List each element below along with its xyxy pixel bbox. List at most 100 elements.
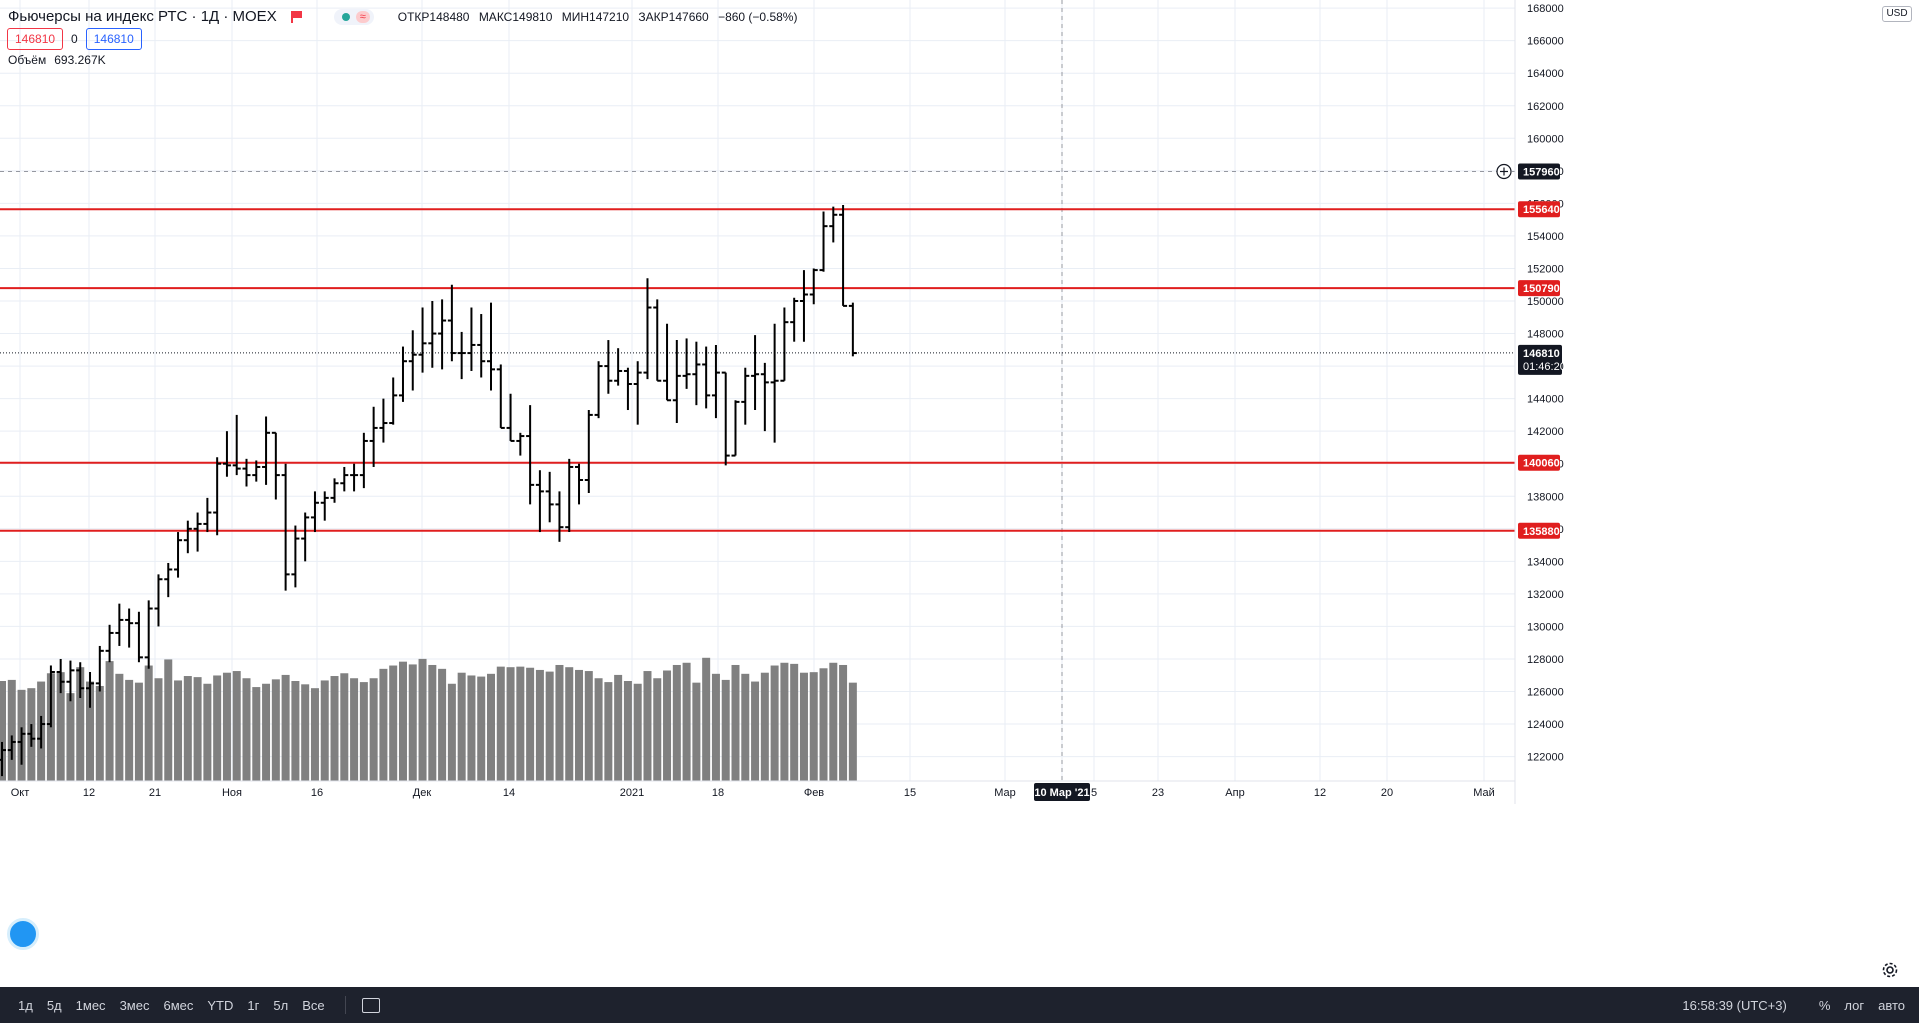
volume-bar (271, 679, 280, 781)
volume-bar (350, 678, 359, 781)
volume-bar (164, 659, 173, 781)
auto-toggle[interactable]: авто (1878, 997, 1905, 1013)
ohlc-bar (643, 278, 652, 380)
ohlc-bar (457, 331, 466, 380)
flag-icon[interactable] (290, 10, 302, 23)
currency-badge[interactable]: USD (1882, 6, 1912, 22)
timeframe-1d[interactable]: 1д (18, 997, 33, 1013)
timeframe-1m[interactable]: 1мес (75, 997, 106, 1013)
percent-toggle[interactable]: % (1818, 997, 1831, 1013)
time-tick-label: Мар (994, 787, 1016, 799)
ohlc-bar (496, 364, 505, 429)
ohlc-bar (0, 741, 6, 777)
volume-bar (134, 682, 143, 781)
ohlc-series (0, 205, 857, 777)
ohlc-bar (663, 323, 672, 402)
sell-price-button[interactable]: 146810 (7, 28, 64, 50)
gear-icon[interactable] (1881, 961, 1899, 979)
symbol-title[interactable]: Фьючерсы на индекс РТС · 1Д · MOEX (8, 8, 277, 25)
clock[interactable]: 16:58:39 (UTC+3) (1682, 997, 1787, 1013)
ohlc-bar (154, 574, 163, 627)
price-tick-label: 152000 (1527, 263, 1564, 275)
volume-bar (379, 668, 388, 781)
ohlc-bar (702, 346, 711, 409)
volume-bar (692, 682, 701, 781)
volume-bar (213, 675, 222, 781)
price-tick-label: 162000 (1527, 101, 1564, 113)
time-tick-label: Ноя (222, 787, 242, 799)
timeframe-5y[interactable]: 5л (273, 997, 289, 1013)
time-tick-label: Окт (11, 787, 30, 799)
ohlc-low-value: 147210 (589, 9, 630, 24)
ohlc-bar (46, 665, 55, 728)
crosshair-price-tag (1518, 163, 1560, 180)
log-toggle[interactable]: лог (1844, 997, 1865, 1013)
timeframe-1y[interactable]: 1г (247, 997, 260, 1013)
price-tick-label: 166000 (1527, 36, 1564, 48)
ohlc-bar (790, 297, 799, 342)
volume-bar (848, 682, 857, 781)
volume-bar (7, 679, 16, 781)
price-tick-label: 144000 (1527, 394, 1564, 406)
level-price-tag (1518, 280, 1560, 297)
volume-bar (565, 667, 574, 781)
ohlc-bar (653, 299, 662, 382)
volume-bar (467, 675, 476, 781)
timeframe-5d[interactable]: 5д (46, 997, 62, 1013)
volume-bar (76, 667, 85, 781)
ohlc-bar (829, 206, 838, 243)
ohlc-bar (751, 335, 760, 411)
ohlc-bar (281, 463, 290, 591)
price-tick-label: 168000 (1527, 3, 1564, 15)
volume-bar (516, 666, 525, 781)
ohlc-bar (7, 735, 16, 760)
ohlc-bar (741, 367, 750, 425)
ohlc-bar (242, 458, 251, 487)
level-price-tag (1518, 201, 1560, 218)
volume-bar (0, 680, 6, 781)
add-alert-plus-icon[interactable] (1496, 163, 1512, 180)
volume-bar (614, 674, 623, 781)
ohlc-bar (27, 724, 36, 747)
timeframe-3m[interactable]: 3мес (119, 997, 150, 1013)
level-price-label: 135880 (1523, 526, 1560, 538)
date-range-icon[interactable] (361, 997, 380, 1013)
timeframe-ytd[interactable]: YTD (207, 997, 234, 1013)
volume-bar (555, 664, 564, 781)
ohlc-bar (682, 338, 691, 389)
ohlc-bar (183, 520, 192, 554)
ohlc-bar (770, 323, 779, 443)
ohlc-bar (389, 377, 398, 425)
volume-bar (839, 664, 848, 781)
volume-bar (301, 684, 310, 781)
crosshair-date-label: 10 Мар '21 (1034, 787, 1089, 799)
ohlc-bar (604, 340, 613, 394)
market-status-pill[interactable]: ≈ (333, 8, 374, 25)
volume-bar (447, 683, 456, 781)
volume-label[interactable]: Объём (8, 53, 47, 67)
volume-bar (154, 678, 163, 781)
timeframe-all[interactable]: Все (302, 997, 325, 1013)
tradingview-logo-icon[interactable] (7, 918, 39, 950)
toolbar-separator (344, 996, 346, 1014)
volume-bar (584, 671, 593, 781)
ohlc-bar (398, 346, 407, 402)
time-tick-label: 15 (904, 787, 916, 799)
volume-bar (340, 673, 349, 781)
ohlc-bar (271, 431, 280, 500)
level-price-label: 150790 (1523, 283, 1560, 295)
price-tick-label: 138000 (1527, 491, 1564, 503)
ohlc-bar (369, 406, 378, 467)
volume-bar (144, 665, 153, 781)
timeframe-6m[interactable]: 6мес (163, 997, 194, 1013)
volume-bar (702, 657, 711, 781)
ohlc-bar (418, 307, 427, 373)
ohlc-bar (721, 371, 730, 466)
volume-bar (291, 680, 300, 781)
ohlc-bar (340, 466, 349, 492)
buy-price-button[interactable]: 146810 (85, 28, 142, 50)
volume-bar (741, 673, 750, 781)
volume-bar (56, 672, 65, 781)
ohlc-bar (144, 600, 153, 669)
